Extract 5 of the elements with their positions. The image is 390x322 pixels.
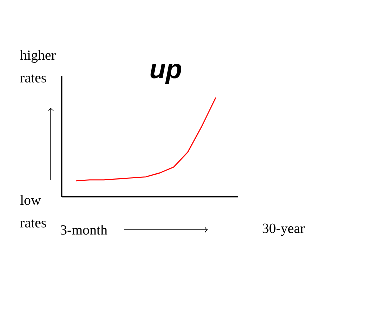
text: 3-month [60, 225, 108, 235]
chart-title: up [150, 64, 182, 84]
text: low rates [20, 195, 46, 228]
text: higher rates [20, 50, 56, 83]
text: 30-year [262, 224, 305, 236]
